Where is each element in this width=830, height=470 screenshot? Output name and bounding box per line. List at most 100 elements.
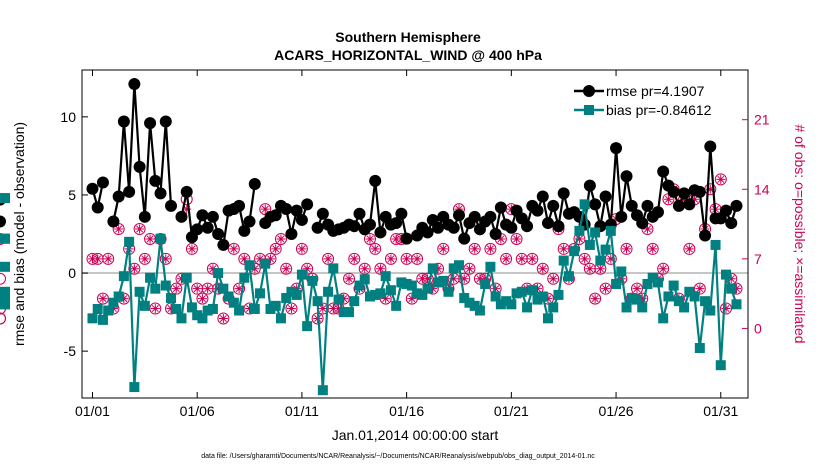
obs-possible-point bbox=[348, 252, 361, 265]
rmse-point bbox=[583, 179, 596, 192]
bias-point bbox=[124, 236, 135, 247]
rmse-point bbox=[206, 210, 219, 223]
rmse-point bbox=[117, 115, 130, 128]
bias-point bbox=[228, 297, 239, 308]
bias-point bbox=[406, 280, 417, 291]
rmse-point bbox=[672, 199, 685, 212]
rmse-point bbox=[280, 203, 293, 216]
y2-tick-label: 21 bbox=[754, 112, 770, 128]
obs-assimilated-point bbox=[606, 254, 616, 264]
obs-possible-point bbox=[400, 252, 413, 265]
bias-point bbox=[197, 313, 208, 324]
rmse-point bbox=[86, 182, 99, 195]
y2-tick-label: 0 bbox=[754, 320, 762, 336]
obs-possible-point bbox=[301, 262, 314, 275]
rmse-point bbox=[651, 206, 664, 219]
x-axis-label: Jan.01,2014 00:00:00 start bbox=[332, 427, 499, 443]
bias-point bbox=[249, 303, 260, 314]
bias-point bbox=[207, 303, 218, 314]
obs-assimilated-point bbox=[197, 294, 207, 304]
rmse-point bbox=[699, 229, 712, 242]
bias-point bbox=[679, 302, 690, 313]
obs-assimilated-point bbox=[103, 254, 113, 264]
obs-assimilated-point bbox=[176, 274, 186, 284]
rmse-point bbox=[521, 220, 534, 233]
legend-rmse-marker bbox=[583, 85, 595, 97]
rmse-point bbox=[400, 232, 413, 245]
rmse-point bbox=[494, 201, 507, 214]
rmse-point bbox=[552, 220, 565, 233]
obs-possible-point bbox=[343, 272, 356, 285]
bias-point bbox=[469, 300, 480, 311]
rmse-point bbox=[667, 185, 680, 198]
bias-point bbox=[726, 283, 737, 294]
bias-point bbox=[616, 266, 627, 277]
obs-possible-point bbox=[185, 242, 198, 255]
obs-assimilated-point bbox=[538, 264, 548, 274]
bias-point bbox=[328, 263, 339, 274]
obs-possible-point bbox=[274, 232, 287, 245]
bias-point bbox=[694, 343, 705, 354]
rmse-point bbox=[201, 221, 214, 234]
obs-assimilated-point bbox=[365, 234, 375, 244]
obs-assimilated-point bbox=[93, 254, 103, 264]
obs-assimilated-point bbox=[339, 294, 349, 304]
bias-point bbox=[338, 307, 349, 318]
bias-point bbox=[323, 286, 334, 297]
bias-point bbox=[579, 199, 590, 210]
obs-assimilated-point bbox=[721, 304, 731, 314]
obs-possible-point bbox=[578, 252, 591, 265]
obs-possible-point bbox=[0, 312, 6, 325]
y2-tick-label: 7 bbox=[754, 251, 762, 267]
obs-assimilated-point bbox=[705, 184, 715, 194]
bias-point bbox=[438, 275, 449, 286]
rmse-point bbox=[196, 209, 209, 222]
y-tick-label: -5 bbox=[64, 343, 77, 359]
rmse-point bbox=[112, 190, 125, 203]
bias-point bbox=[516, 286, 527, 297]
bias-point bbox=[171, 303, 182, 314]
rmse-point bbox=[557, 187, 570, 200]
rmse-point bbox=[316, 207, 329, 220]
bias-point bbox=[626, 293, 637, 304]
obs-assimilated-point bbox=[370, 244, 380, 254]
bias-point bbox=[317, 385, 328, 396]
bias-point bbox=[286, 286, 297, 297]
obs-assimilated-point bbox=[585, 264, 595, 274]
bias-point bbox=[396, 277, 407, 288]
bias-point bbox=[558, 255, 569, 266]
obs-assimilated-point bbox=[187, 244, 197, 254]
obs-assimilated-point bbox=[417, 274, 427, 284]
obs-assimilated-point bbox=[98, 294, 108, 304]
obs-assimilated-point bbox=[203, 284, 213, 294]
obs-assimilated-point bbox=[166, 304, 176, 314]
bias-point bbox=[176, 313, 187, 324]
bias-point bbox=[92, 303, 103, 314]
obs-assimilated-point bbox=[716, 174, 726, 184]
obs-assimilated-point bbox=[658, 264, 668, 274]
legend-bias-marker bbox=[584, 105, 594, 115]
y-axis-label: rmse and bias (model - observation) bbox=[11, 122, 27, 346]
x-tick-label: 01/31 bbox=[703, 403, 738, 419]
bias-point bbox=[553, 289, 564, 300]
obs-possible-point bbox=[191, 282, 204, 295]
obs-assimilated-point bbox=[595, 264, 605, 274]
obs-possible-point bbox=[363, 232, 376, 245]
rmse-point bbox=[657, 165, 670, 178]
obs-assimilated-point bbox=[731, 284, 741, 294]
obs-assimilated-point bbox=[501, 254, 511, 264]
obs-possible-point bbox=[128, 262, 141, 275]
bias-point bbox=[0, 233, 10, 244]
bias-point bbox=[412, 288, 423, 299]
bias-point bbox=[548, 302, 559, 313]
obs-possible-point bbox=[589, 292, 602, 305]
rmse-point bbox=[610, 142, 623, 155]
obs-assimilated-point bbox=[334, 304, 344, 314]
obs-assimilated-point bbox=[318, 304, 328, 314]
obs-assimilated-point bbox=[145, 234, 155, 244]
bias-point bbox=[522, 302, 533, 313]
legend-rmse-label: rmse pr=4.1907 bbox=[606, 83, 705, 99]
bias-point bbox=[113, 291, 124, 302]
bias-point bbox=[721, 269, 732, 280]
bias-point bbox=[673, 296, 684, 307]
